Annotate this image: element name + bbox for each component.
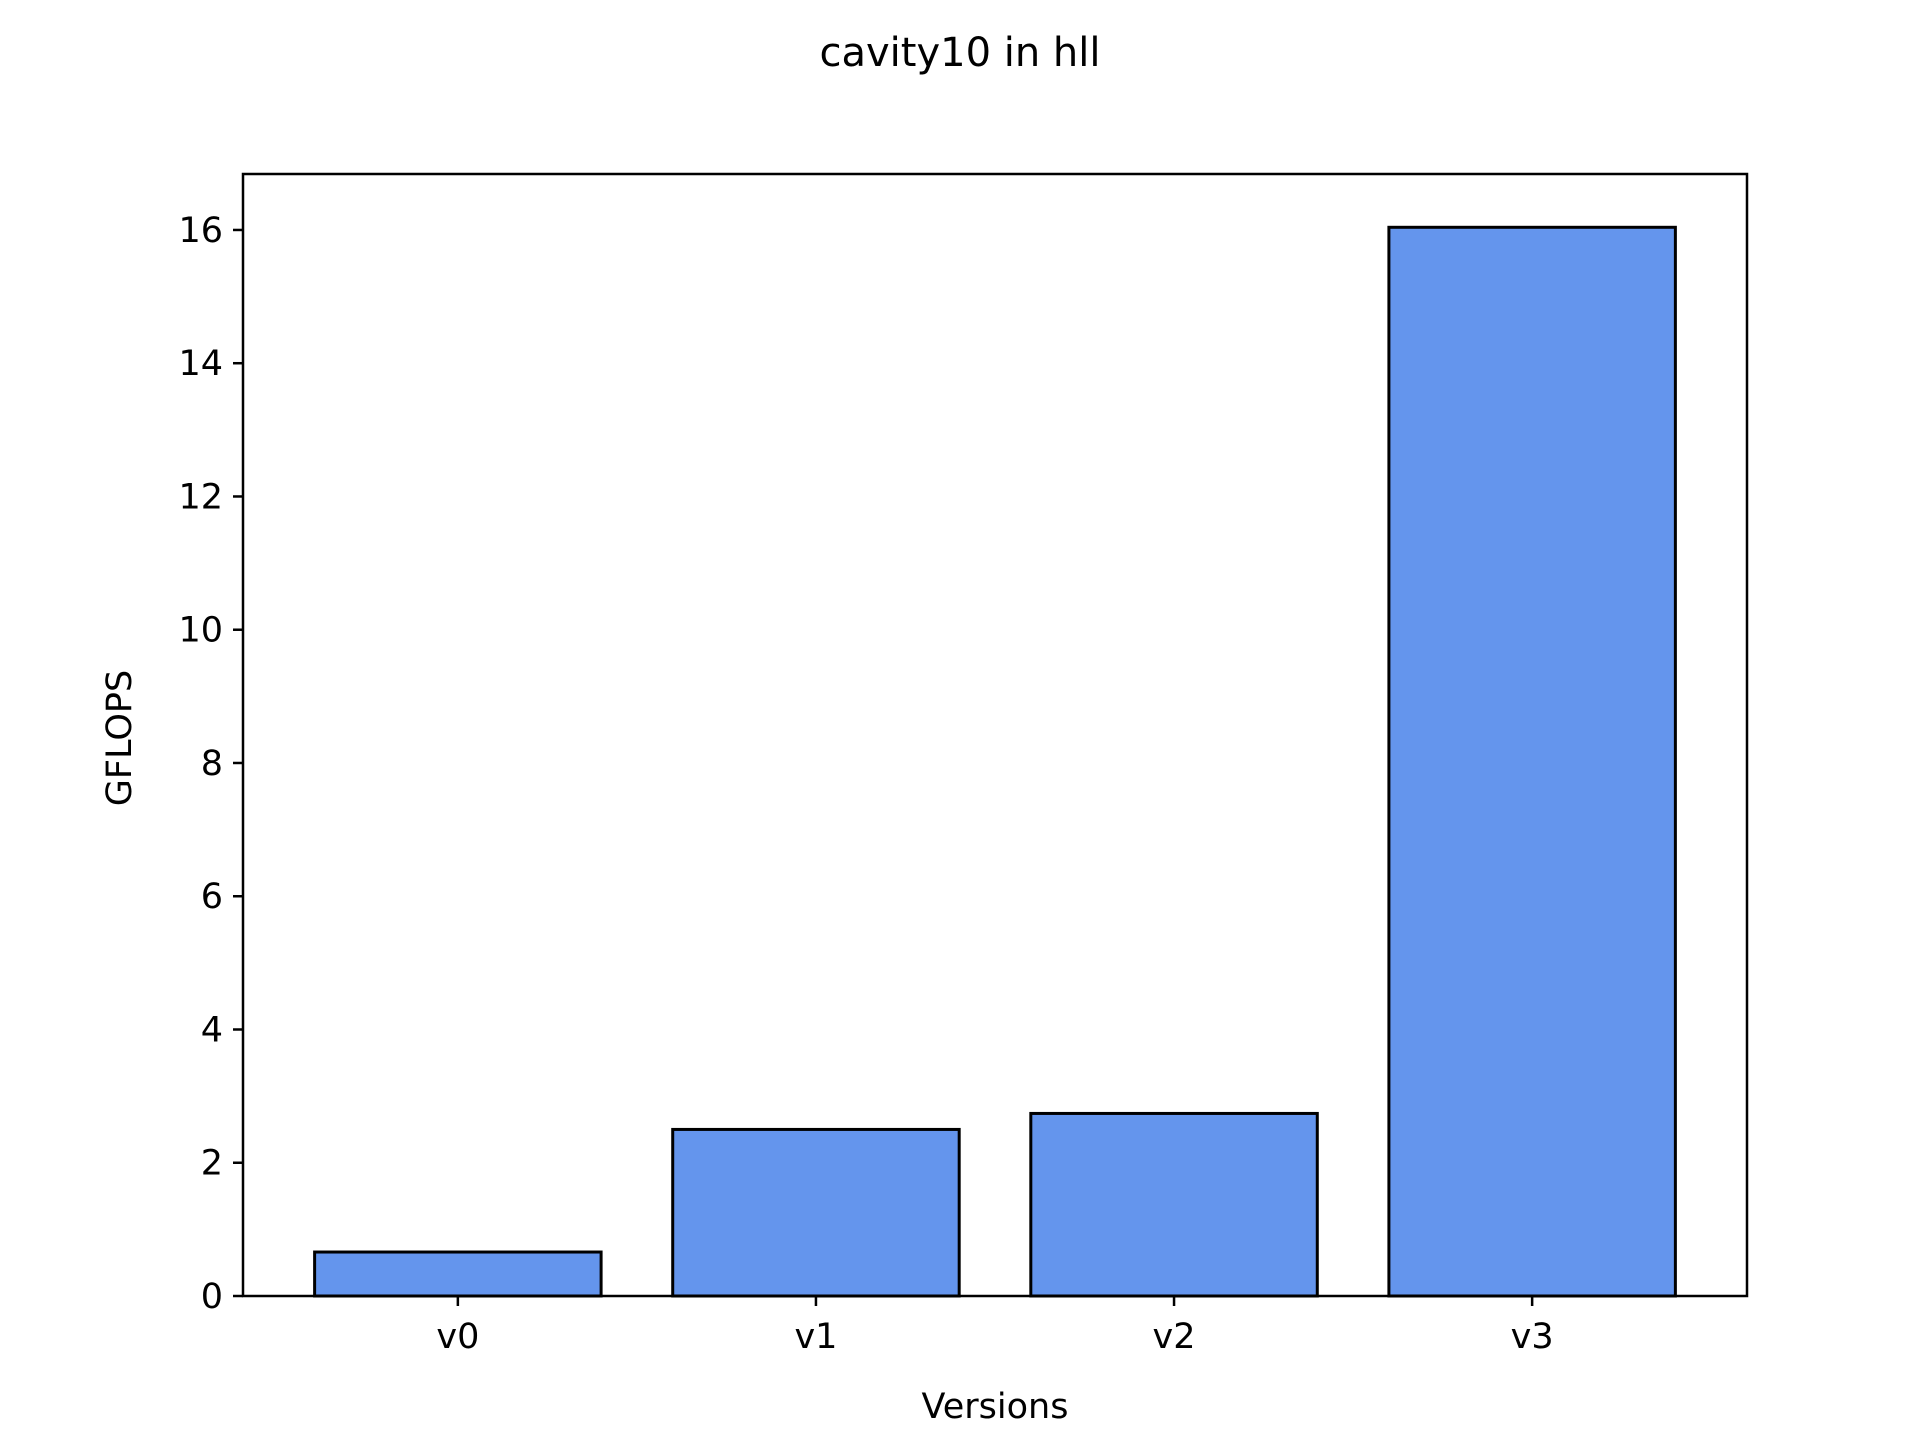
y-axis-ticks: 0 2 4 6 8 10 12 14 16 xyxy=(178,211,243,1317)
y-tick-label: 16 xyxy=(178,211,223,251)
x-tick-label: v2 xyxy=(1153,1317,1196,1357)
y-tick-label: 0 xyxy=(201,1277,223,1317)
y-axis-label: GFLOPS xyxy=(100,670,140,806)
y-tick-label: 12 xyxy=(178,477,223,517)
y-tick-label: 14 xyxy=(178,344,223,384)
y-tick-label: 10 xyxy=(178,611,223,651)
bar-v2 xyxy=(1029,1111,1319,1298)
bar-v3 xyxy=(1387,225,1677,1298)
x-tick-label: v3 xyxy=(1511,1317,1554,1357)
y-tick-label: 2 xyxy=(201,1144,223,1184)
bar-v0 xyxy=(313,1250,603,1298)
y-tick-label: 6 xyxy=(201,877,223,917)
y-tick-label: 4 xyxy=(201,1010,223,1050)
y-tick-label: 8 xyxy=(201,744,223,784)
chart-title: cavity10 in hll xyxy=(819,30,1100,76)
bar-v1 xyxy=(671,1127,961,1298)
bars-group xyxy=(313,225,1677,1298)
plot-area xyxy=(241,172,1749,1298)
x-axis-label: Versions xyxy=(922,1387,1069,1427)
x-tick-label: v0 xyxy=(436,1317,479,1357)
x-axis-ticks: v0 v1 v2 v3 xyxy=(436,1296,1554,1357)
x-tick-label: v1 xyxy=(794,1317,837,1357)
